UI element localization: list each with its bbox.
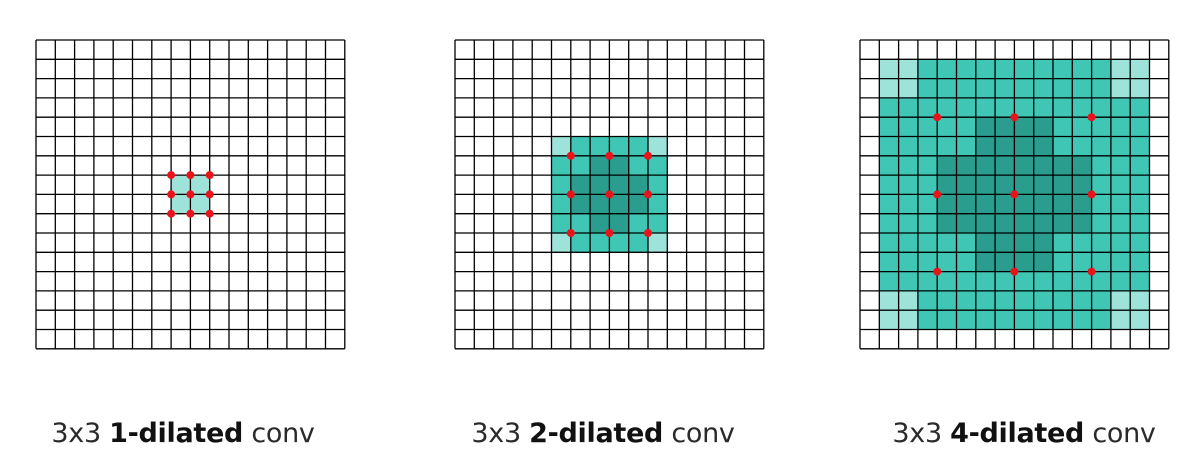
grid-panel-2-dilated (454, 39, 765, 350)
caption-suffix: conv (1084, 418, 1156, 449)
grid-panel-1-dilated (35, 39, 346, 350)
caption-prefix: 3x3 (892, 418, 951, 449)
kernel-tap-dot (167, 171, 176, 180)
kernel-tap-dot (605, 151, 614, 160)
kernel-tap-dot (644, 151, 652, 160)
caption-dilation-label: 2-dilated (529, 418, 664, 449)
kernel-tap-dot (644, 229, 652, 237)
kernel-tap-dot (167, 190, 176, 199)
kernel-tap-dot (644, 190, 652, 199)
kernel-tap-dot (1087, 190, 1096, 199)
kernel-tap-dot (1010, 113, 1019, 122)
kernel-tap-dot (566, 190, 575, 199)
kernel-tap-dot (1087, 267, 1096, 276)
caption-suffix: conv (663, 418, 735, 449)
kernel-tap-dot (933, 113, 942, 122)
kernel-tap-dot (186, 190, 195, 199)
kernel-tap-dot (566, 229, 575, 237)
kernel-tap-dot (205, 171, 214, 180)
kernel-tap-dot (566, 151, 575, 160)
caption-1-dilated: 3x3 1-dilated conv (13, 418, 353, 449)
caption-prefix: 3x3 (471, 418, 530, 449)
kernel-tap-dot (933, 267, 942, 276)
kernel-tap-dot (1010, 267, 1019, 276)
caption-suffix: conv (243, 418, 315, 449)
kernel-tap-dot (1087, 113, 1096, 122)
caption-4-dilated: 3x3 4-dilated conv (854, 418, 1192, 449)
kernel-tap-dot (186, 171, 195, 180)
caption-prefix: 3x3 (51, 418, 110, 449)
caption-dilation-label: 1-dilated (109, 418, 244, 449)
kernel-tap-dot (605, 190, 614, 199)
caption-dilation-label: 4-dilated (950, 418, 1085, 449)
grid-panel-4-dilated (859, 39, 1170, 350)
kernel-tap-dot (1010, 190, 1019, 199)
kernel-tap-dot (933, 190, 942, 199)
kernel-tap-dot (167, 209, 176, 218)
kernel-tap-dot (186, 209, 195, 218)
kernel-tap-dot (605, 229, 614, 237)
kernel-tap-dot (205, 209, 214, 218)
caption-2-dilated: 3x3 2-dilated conv (433, 418, 773, 449)
kernel-tap-dot (205, 190, 214, 199)
